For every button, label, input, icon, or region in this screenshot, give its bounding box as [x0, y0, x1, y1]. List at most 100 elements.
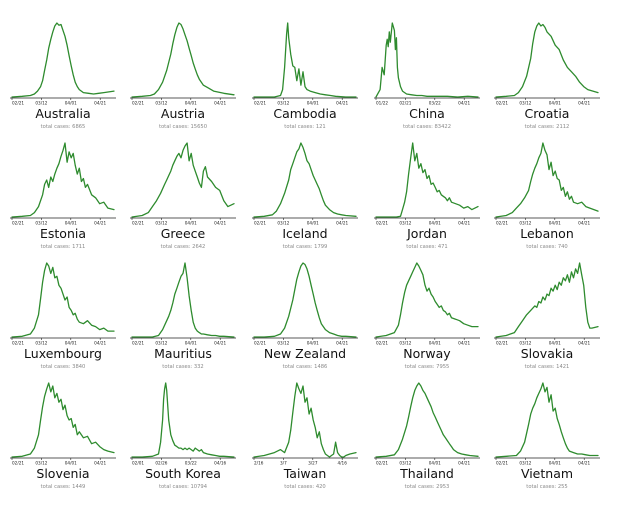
- x-tick-label: 02/01: [132, 461, 144, 466]
- x-tick-label: 02/21: [254, 221, 266, 226]
- x-tick-label: 02/21: [376, 341, 388, 346]
- panel-title: Slovenia: [36, 466, 89, 481]
- x-tick-label: 02/21: [132, 341, 144, 346]
- series-line: [495, 262, 599, 338]
- x-tick-label: 03/12: [35, 461, 47, 466]
- x-tick-label: 02/21: [496, 341, 508, 346]
- panel-subtitle: total cases: 1421: [525, 364, 570, 370]
- x-tick-label: 04/01: [185, 341, 197, 346]
- panel-title: Cambodia: [273, 106, 336, 121]
- panel-title: Norway: [403, 346, 451, 361]
- series-line: [253, 22, 357, 98]
- series-line: [375, 262, 479, 338]
- panel-subtitle: total cases: 2953: [405, 484, 450, 490]
- panel-subtitle: total cases: 3840: [41, 364, 86, 370]
- panel-title: China: [409, 106, 445, 121]
- x-tick-label: 03/12: [519, 461, 531, 466]
- x-tick-label: 04/21: [94, 101, 106, 106]
- panel-title: Luxembourg: [24, 346, 102, 361]
- panel-subtitle: total cases: 7955: [405, 364, 450, 370]
- panel-subtitle: total cases: 83422: [403, 124, 451, 130]
- panel-subtitle: total cases: 15650: [159, 124, 207, 130]
- series-line: [131, 142, 235, 218]
- x-tick-label: 3/27: [308, 461, 318, 466]
- x-tick-label: 04/21: [214, 341, 226, 346]
- series-line: [253, 382, 357, 458]
- x-tick-label: 2/16: [254, 461, 264, 466]
- panel-title: Mauritius: [154, 346, 212, 361]
- x-tick-label: 04/01: [549, 101, 561, 106]
- panel-title: Lebanon: [520, 226, 574, 241]
- x-tick-label: 04/01: [65, 101, 77, 106]
- x-tick-label: 02/21: [12, 221, 24, 226]
- x-tick-label: 04/01: [185, 101, 197, 106]
- series-line: [253, 142, 357, 218]
- x-tick-label: 02/21: [12, 101, 24, 106]
- x-tick-label: 03/12: [277, 101, 289, 106]
- x-tick-label: 01/22: [376, 101, 388, 106]
- panel-subtitle: total cases: 420: [284, 484, 325, 490]
- panel-subtitle: total cases: 2112: [525, 124, 570, 130]
- panel-subtitle: total cases: 471: [406, 244, 447, 250]
- panel-subtitle: total cases: 1486: [283, 364, 328, 370]
- x-tick-label: 04/21: [336, 221, 348, 226]
- x-tick-label: 03/12: [277, 341, 289, 346]
- panel-title: New Zealand: [264, 346, 346, 361]
- series-line: [131, 382, 235, 458]
- panel-subtitle: total cases: 6865: [41, 124, 86, 130]
- series-line: [11, 22, 115, 98]
- x-tick-label: 04/21: [458, 341, 470, 346]
- x-tick-label: 04/01: [429, 341, 441, 346]
- panel-title: Vietnam: [521, 466, 573, 481]
- x-tick-label: 03/12: [519, 101, 531, 106]
- panel-thailand: 02/21 03/12 04/01 04/21 Thailand total cases:…: [374, 382, 480, 490]
- x-tick-label: 04/21: [214, 101, 226, 106]
- series-line: [253, 262, 357, 338]
- panel-austria: 02/21 03/12 04/01 04/21 Austria total cases: …: [130, 22, 236, 130]
- series-line: [495, 22, 599, 98]
- panel-lebanon: 02/21 03/12 04/01 04/21 Lebanon total cases: …: [494, 142, 600, 250]
- x-tick-label: 02/21: [12, 341, 24, 346]
- x-tick-label: 04/21: [214, 221, 226, 226]
- x-tick-label: 04/21: [578, 461, 590, 466]
- series-line: [375, 382, 479, 458]
- x-tick-label: 04/21: [578, 221, 590, 226]
- x-tick-label: 02/26: [155, 461, 167, 466]
- x-tick-label: 4/16: [337, 461, 347, 466]
- panel-subtitle: total cases: 740: [526, 244, 567, 250]
- x-tick-label: 04/01: [549, 221, 561, 226]
- x-tick-label: 03/22: [185, 461, 197, 466]
- x-tick-label: 04/01: [65, 341, 77, 346]
- x-tick-label: 04/01: [429, 461, 441, 466]
- panel-greece: 02/21 03/12 04/01 04/21 Greece total cases: 2…: [130, 142, 236, 250]
- panel-norway: 02/21 03/12 04/01 04/21 Norway total cases: 7…: [374, 262, 480, 370]
- x-tick-label: 04/21: [458, 101, 470, 106]
- x-tick-label: 03/22: [429, 101, 441, 106]
- series-line: [131, 22, 235, 98]
- x-tick-label: 04/01: [307, 101, 319, 106]
- panel-title: Croatia: [525, 106, 570, 121]
- x-tick-label: 02/21: [496, 101, 508, 106]
- x-tick-label: 02/21: [254, 341, 266, 346]
- x-tick-label: 02/21: [132, 221, 144, 226]
- x-tick-label: 04/21: [336, 341, 348, 346]
- panel-title: Austria: [161, 106, 205, 121]
- x-tick-label: 03/12: [399, 461, 411, 466]
- panel-taiwan: 2/16 3/7 3/27 4/16 Taiwan total cases: 420: [252, 382, 358, 490]
- x-tick-label: 04/21: [94, 341, 106, 346]
- x-tick-label: 03/12: [399, 341, 411, 346]
- x-tick-label: 04/01: [549, 341, 561, 346]
- panel-subtitle: total cases: 10794: [159, 484, 208, 490]
- x-tick-label: 03/12: [399, 221, 411, 226]
- x-tick-label: 02/21: [496, 461, 508, 466]
- panel-title: Estonia: [40, 226, 86, 241]
- series-line: [375, 142, 479, 218]
- x-tick-label: 02/21: [12, 461, 24, 466]
- series-line: [495, 382, 599, 458]
- x-tick-label: 04/01: [65, 461, 77, 466]
- panel-estonia: 02/21 03/12 04/01 04/21 Estonia total cases: …: [10, 142, 116, 250]
- panel-australia: 02/21 03/12 04/01 04/21 Australia total cases…: [10, 22, 116, 130]
- x-tick-label: 03/12: [155, 221, 167, 226]
